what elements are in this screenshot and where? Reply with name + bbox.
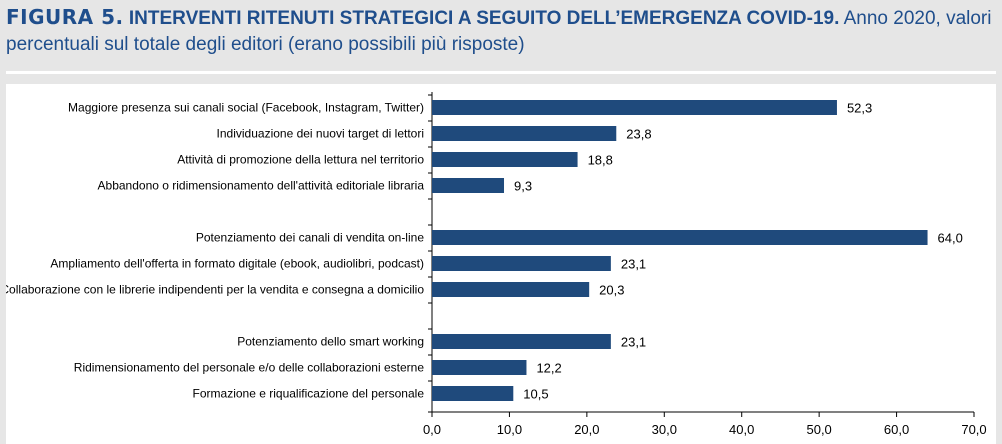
data-label: 10,5 (523, 387, 548, 402)
category-label: Maggiore presenza sui canali social (Fac… (68, 101, 424, 115)
data-label: 64,0 (938, 231, 963, 246)
bar (432, 126, 617, 141)
figure-label: FIGURA 5. (6, 5, 124, 29)
category-label: Individuazione dei nuovi target di letto… (217, 127, 424, 141)
category-label: Potenziamento dello smart working (237, 335, 424, 349)
category-label: Abbandono o ridimensionamento dell'attiv… (98, 179, 425, 193)
data-label: 20,3 (599, 283, 624, 298)
bar (432, 282, 590, 297)
x-tick-label: 40,0 (729, 422, 754, 437)
x-tick-label: 0,0 (423, 422, 441, 437)
data-label: 23,1 (621, 257, 646, 272)
x-tick-label: 50,0 (806, 422, 831, 437)
x-tick-label: 60,0 (884, 422, 909, 437)
category-label: Potenziamento dei canali di vendita on-l… (196, 231, 424, 245)
data-label: 52,3 (847, 101, 872, 116)
bar (432, 256, 611, 271)
bar (432, 230, 928, 245)
x-tick-label: 30,0 (652, 422, 677, 437)
bar (432, 100, 837, 115)
title-subtitle: Anno 2020, valori percentuali sul totale… (6, 8, 992, 55)
data-label: 18,8 (588, 153, 613, 168)
category-label: Ridimensionamento del personale e/o dell… (74, 361, 425, 375)
category-label: Collaborazione con le librerie indipende… (6, 283, 424, 297)
bar-chart: Maggiore presenza sui canali social (Fac… (6, 92, 987, 437)
chart-title: FIGURA 5. INTERVENTI RITENUTI STRATEGICI… (6, 4, 996, 58)
title-divider (6, 71, 996, 74)
bar (432, 386, 514, 401)
category-label: Ampliamento dell'offerta in formato digi… (50, 257, 424, 271)
x-tick-label: 10,0 (497, 422, 522, 437)
title-main: INTERVENTI RITENUTI STRATEGICI A SEGUITO… (128, 8, 840, 29)
bar (432, 334, 611, 349)
data-label: 23,8 (626, 127, 651, 142)
x-tick-label: 70,0 (961, 422, 986, 437)
bar (432, 178, 505, 193)
x-tick-label: 20,0 (574, 422, 599, 437)
category-label: Formazione e riqualificazione del person… (193, 387, 425, 401)
bar (432, 152, 578, 167)
bar (432, 360, 527, 375)
data-label: 23,1 (621, 335, 646, 350)
plot-area: Maggiore presenza sui canali social (Fac… (6, 84, 996, 444)
data-label: 12,2 (536, 361, 561, 376)
category-label: Attività di promozione della lettura nel… (177, 153, 424, 167)
data-label: 9,3 (514, 179, 532, 194)
